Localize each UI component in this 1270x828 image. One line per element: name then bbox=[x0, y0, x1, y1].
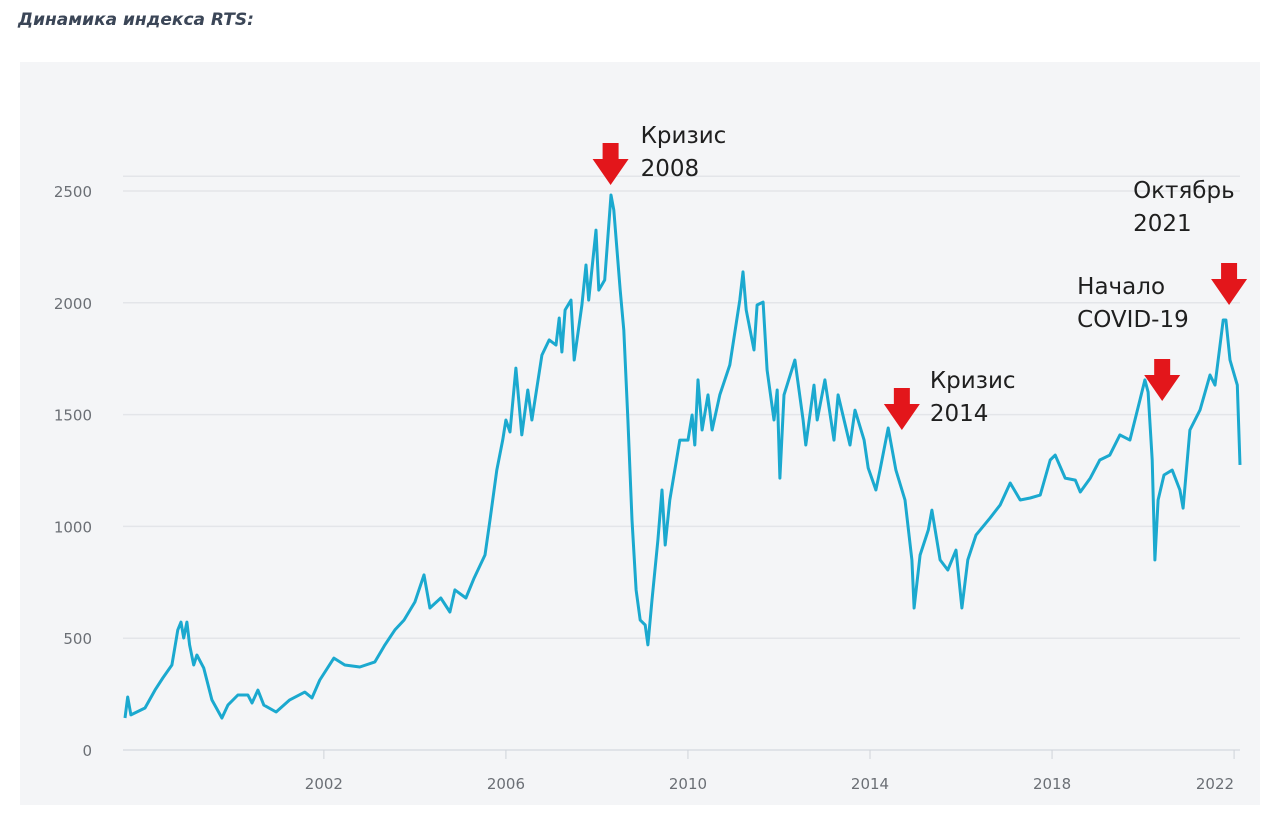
annotation: Кризис 2014 bbox=[883, 368, 1016, 431]
x-tick-label: 2018 bbox=[1033, 775, 1071, 793]
down-arrow-icon bbox=[1144, 358, 1181, 401]
annotation-label: 2008 bbox=[641, 156, 700, 182]
x-tick-label: 2010 bbox=[669, 775, 707, 793]
annotation-label: 2014 bbox=[930, 401, 989, 427]
y-tick-label: 2500 bbox=[54, 183, 92, 201]
annotation-label: Начало bbox=[1077, 274, 1165, 300]
x-tick-label: 2002 bbox=[305, 775, 343, 793]
annotation-label: Кризис bbox=[930, 368, 1016, 394]
rts-index-line bbox=[123, 193, 1242, 720]
chart-title: Динамика индекса RTS: bbox=[18, 10, 254, 30]
y-tick-label: 1000 bbox=[54, 518, 92, 536]
y-tick-label: 0 bbox=[82, 742, 92, 760]
down-arrow-icon bbox=[1211, 263, 1248, 306]
y-tick-label: 2000 bbox=[54, 295, 92, 313]
x-tick-label: 2006 bbox=[487, 775, 525, 793]
annotation: Кризис 2008 bbox=[592, 123, 727, 185]
y-tick-label: 500 bbox=[63, 630, 92, 648]
annotation-label: Кризис bbox=[641, 123, 727, 149]
down-arrow-icon bbox=[592, 142, 629, 185]
annotation: Октябрь 2021 bbox=[1133, 178, 1248, 306]
annotation-label: COVID-19 bbox=[1077, 307, 1189, 333]
x-tick-label: 2014 bbox=[851, 775, 889, 793]
plot-background bbox=[20, 62, 1260, 805]
y-tick-label: 1500 bbox=[54, 407, 92, 425]
annotation-label: Октябрь bbox=[1133, 178, 1235, 204]
annotation: Начало COVID-19 bbox=[1077, 274, 1189, 401]
x-tick-label: 2022 bbox=[1196, 775, 1234, 793]
down-arrow-icon bbox=[883, 388, 920, 431]
annotation-label: 2021 bbox=[1133, 211, 1192, 237]
